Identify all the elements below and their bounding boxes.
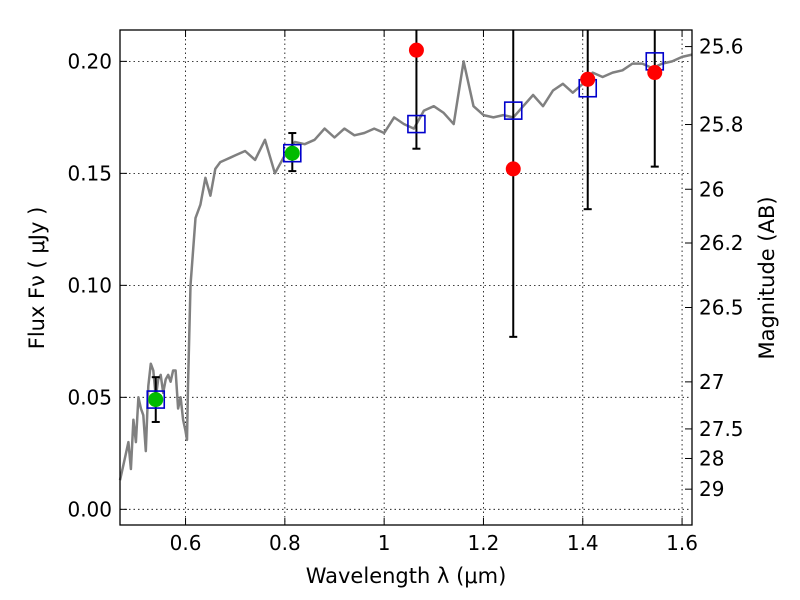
mag-tick-label: 26.5 [699,296,744,320]
measurement-point [647,65,663,81]
y-axis-label-right: Magnitude (AB) [755,196,779,359]
plot-background [120,30,692,525]
y-tick-label: 0.05 [67,385,112,409]
spectrum-line [118,53,693,481]
model-band-square [503,101,523,120]
detection-point [284,145,300,161]
x-tick-label: 1 [378,531,391,555]
measurement-point [505,161,521,177]
detection-point [148,392,164,408]
spectrum-layer [118,53,693,481]
model-band-square [282,143,302,163]
mag-tick-label: 27 [699,370,724,394]
ticks: 0.6 0.8 1 1.2 1.4 1.6 0.00 0.05 0.10 0.15 0.20 25.6… [67,30,744,555]
y-tick-label: 0.00 [67,497,112,521]
mag-tick-label: 28 [699,446,724,470]
model-band-square [407,114,426,134]
mag-tick-label: 26 [699,177,724,201]
x-tick-label: 1.6 [666,531,698,555]
mag-tick-label: 25.8 [699,113,744,137]
x-tick-label: 0.8 [269,531,301,555]
y-tick-label: 0.15 [67,161,112,185]
y-tick-label: 0.10 [67,273,112,297]
mag-tick-label: 26.2 [699,231,744,255]
x-tick-label: 1.2 [468,531,500,555]
mag-tick-label: 29 [699,477,724,501]
measurement-point [408,42,424,58]
measurement-point [580,71,596,87]
x-tick-label: 1.4 [567,531,599,555]
marker-layer [146,42,665,409]
y-axis-label: Flux Fν ( μJy ) [25,207,49,350]
x-axis-label: Wavelength λ (μm) [306,564,507,588]
x-tick-label: 0.6 [170,531,202,555]
model-band-square [146,390,166,409]
mag-tick-label: 27.5 [699,417,744,441]
y-tick-label: 0.20 [67,49,112,73]
mag-tick-label: 25.6 [699,35,744,59]
plot-frame [119,29,693,526]
